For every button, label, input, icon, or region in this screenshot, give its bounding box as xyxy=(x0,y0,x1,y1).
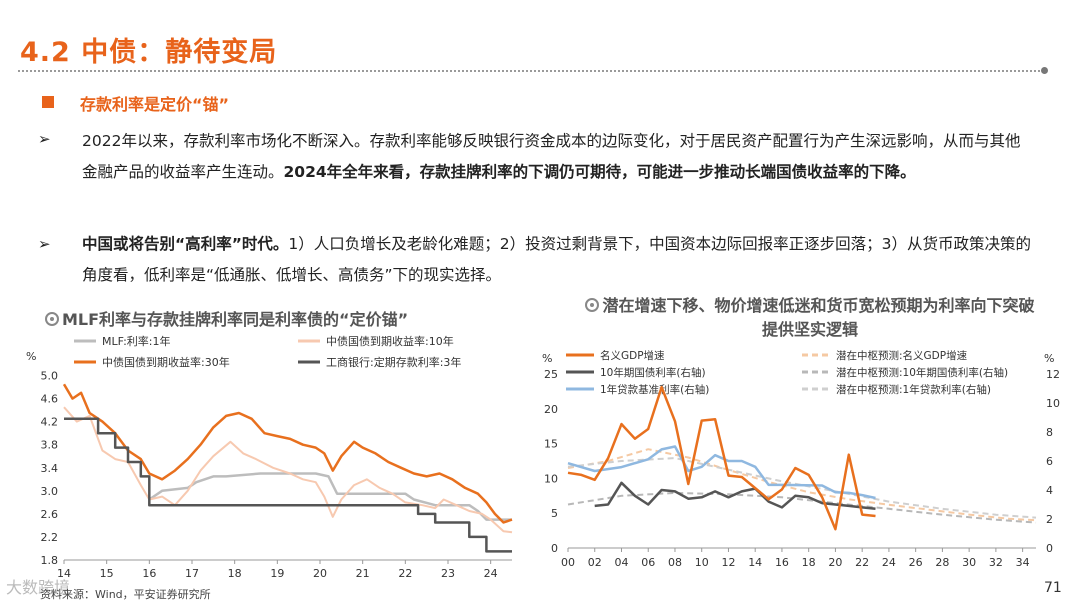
x-tick-label: 12 xyxy=(721,556,735,569)
x-tick-label: 14 xyxy=(748,556,762,569)
x-tick-label: 18 xyxy=(228,567,242,578)
chart-right-title-wrap: 潜在增速下移、物价增速低迷和货币宽松预期为利率向下突破提供坚实逻辑 xyxy=(580,294,1040,342)
series-line xyxy=(567,457,1037,519)
x-tick-label: 10 xyxy=(695,556,709,569)
watermark: 大数跨境 xyxy=(6,578,71,597)
legend-label: 中债国债到期收益率:10年 xyxy=(326,334,454,348)
section-square-icon xyxy=(42,96,54,108)
series-line xyxy=(62,383,513,524)
y-tick-label-right: 0 xyxy=(1046,542,1053,555)
page-number: 71 xyxy=(1044,580,1062,596)
x-tick-label: 00 xyxy=(561,556,575,569)
x-tick-label: 34 xyxy=(1016,556,1030,569)
y-axis-unit-right: % xyxy=(1044,352,1054,365)
x-tick-label: 24 xyxy=(484,567,498,578)
x-tick-label: 17 xyxy=(185,567,199,578)
x-tick-label: 32 xyxy=(989,556,1003,569)
y-tick-label-right: 4 xyxy=(1046,484,1053,497)
section-heading: 存款利率是定价“锚” xyxy=(80,95,230,114)
x-tick-label: 24 xyxy=(882,556,896,569)
paragraph-2-bold-lead: 中国或将告别“高利率”时代。 xyxy=(82,235,289,253)
x-tick-label: 20 xyxy=(313,567,327,578)
divider-end-dot xyxy=(1041,67,1048,74)
x-tick-label: 20 xyxy=(828,556,842,569)
x-tick-label: 16 xyxy=(775,556,789,569)
y-axis-unit: % xyxy=(26,350,36,363)
y-tick-label: 4.6 xyxy=(41,393,59,406)
x-tick-label: 18 xyxy=(802,556,816,569)
paragraph-2: 中国或将告别“高利率”时代。1）人口负增长及老龄化难题；2）投资过剩背景下，中国… xyxy=(82,229,1032,291)
x-tick-label: 04 xyxy=(614,556,628,569)
y-tick-label: 4.2 xyxy=(41,416,59,429)
legend-label: MLF:利率:1年 xyxy=(102,334,171,348)
y-tick-label: 5.0 xyxy=(41,370,59,383)
x-tick-label: 28 xyxy=(935,556,949,569)
y-tick-label: 2.2 xyxy=(41,531,59,544)
y-tick-label-right: 8 xyxy=(1046,426,1053,439)
y-tick-label-left: 25 xyxy=(544,368,558,381)
y-tick-label: 3.8 xyxy=(41,439,59,452)
x-tick-label: 21 xyxy=(356,567,370,578)
y-tick-label: 2.6 xyxy=(41,508,59,521)
legend-label: 10年期国债利率(右轴) xyxy=(600,366,706,379)
target-circle-icon xyxy=(45,312,59,326)
x-tick-label: 14 xyxy=(57,567,71,578)
y-tick-label-left: 20 xyxy=(544,403,558,416)
bullet-arrow-icon: ➢ xyxy=(38,235,51,253)
target-circle-icon xyxy=(585,298,600,312)
paragraph-1-bold: 2024年全年来看，存款挂牌利率的下调仍可期待，可能进一步推动长端国债收益率的下… xyxy=(283,163,916,181)
title-divider xyxy=(18,70,1044,72)
y-tick-label: 1.8 xyxy=(41,554,59,567)
y-tick-label-right: 2 xyxy=(1046,513,1053,526)
x-tick-label: 16 xyxy=(142,567,156,578)
x-tick-label: 06 xyxy=(641,556,655,569)
y-tick-label: 3.0 xyxy=(41,485,59,498)
y-tick-label: 3.4 xyxy=(41,462,59,475)
page-title: 4.2 中债：静待变局 xyxy=(20,37,278,68)
chart-left-title: MLF利率与存款挂牌利率同是利率债的“定价锚” xyxy=(62,310,409,329)
legend-label: 潜在中枢预测:1年贷款利率(右轴) xyxy=(836,383,991,396)
series-line xyxy=(567,385,876,531)
source-note: 资料来源：Wind，平安证券研究所 xyxy=(40,588,211,601)
series-line xyxy=(567,491,1037,524)
series-line xyxy=(567,445,876,500)
x-tick-label: 19 xyxy=(270,567,284,578)
legend-label: 1年贷款基准利率(右轴) xyxy=(600,383,709,396)
series-line xyxy=(148,472,512,521)
bullet-arrow-icon: ➢ xyxy=(38,130,51,148)
y-tick-label-right: 10 xyxy=(1046,397,1060,410)
y-tick-label-right: 6 xyxy=(1046,455,1053,468)
x-tick-label: 15 xyxy=(100,567,114,578)
chart-right-title: 潜在增速下移、物价增速低迷和货币宽松预期为利率向下突破提供坚实逻辑 xyxy=(602,296,1035,339)
legend-label: 名义GDP增速 xyxy=(600,349,665,362)
y-tick-label-left: 5 xyxy=(551,507,558,520)
y-tick-label-left: 15 xyxy=(544,438,558,451)
series-line xyxy=(63,406,513,534)
chart-left-title-wrap: MLF利率与存款挂牌利率同是利率债的“定价锚” xyxy=(45,306,408,330)
chart-right: 名义GDP增速 潜在中枢预测:名义GDP增速 10年期国债利率(右轴) 潜在中枢预测:… xyxy=(542,349,1060,569)
legend-label: 潜在中枢预测:10年期国债利率(右轴) xyxy=(836,366,1008,379)
y-tick-label-left: 10 xyxy=(544,472,558,485)
x-tick-label: 22 xyxy=(855,556,869,569)
x-tick-label: 08 xyxy=(668,556,682,569)
paragraph-2-text: 1）人口负增长及老龄化难题；2）投资过剩背景下，中国资本边际回报率正逐步回落；3… xyxy=(82,235,1031,284)
series-line xyxy=(567,448,1037,522)
paragraph-1-text: 2022年以来，存款利率市场化不断深入。存款利率能够反映银行资金成本的边际变化，… xyxy=(82,132,1021,181)
y-tick-label-left: 0 xyxy=(551,542,558,555)
y-axis-unit-left: % xyxy=(542,352,552,365)
legend-label: 中债国债到期收益率:30年 xyxy=(102,355,230,369)
paragraph-1: 2022年以来，存款利率市场化不断深入。存款利率能够反映银行资金成本的边际变化，… xyxy=(82,126,1032,188)
x-tick-label: 23 xyxy=(441,567,455,578)
x-tick-label: 22 xyxy=(398,567,412,578)
y-tick-label-right: 12 xyxy=(1046,368,1060,381)
x-tick-label: 26 xyxy=(909,556,923,569)
legend-label: 工商银行:定期存款利率:3年 xyxy=(326,355,461,369)
legend-label: 潜在中枢预测:名义GDP增速 xyxy=(836,349,968,362)
series-line xyxy=(64,417,512,553)
x-tick-label: 30 xyxy=(962,556,976,569)
series-line xyxy=(594,481,876,511)
x-tick-label: 02 xyxy=(588,556,602,569)
